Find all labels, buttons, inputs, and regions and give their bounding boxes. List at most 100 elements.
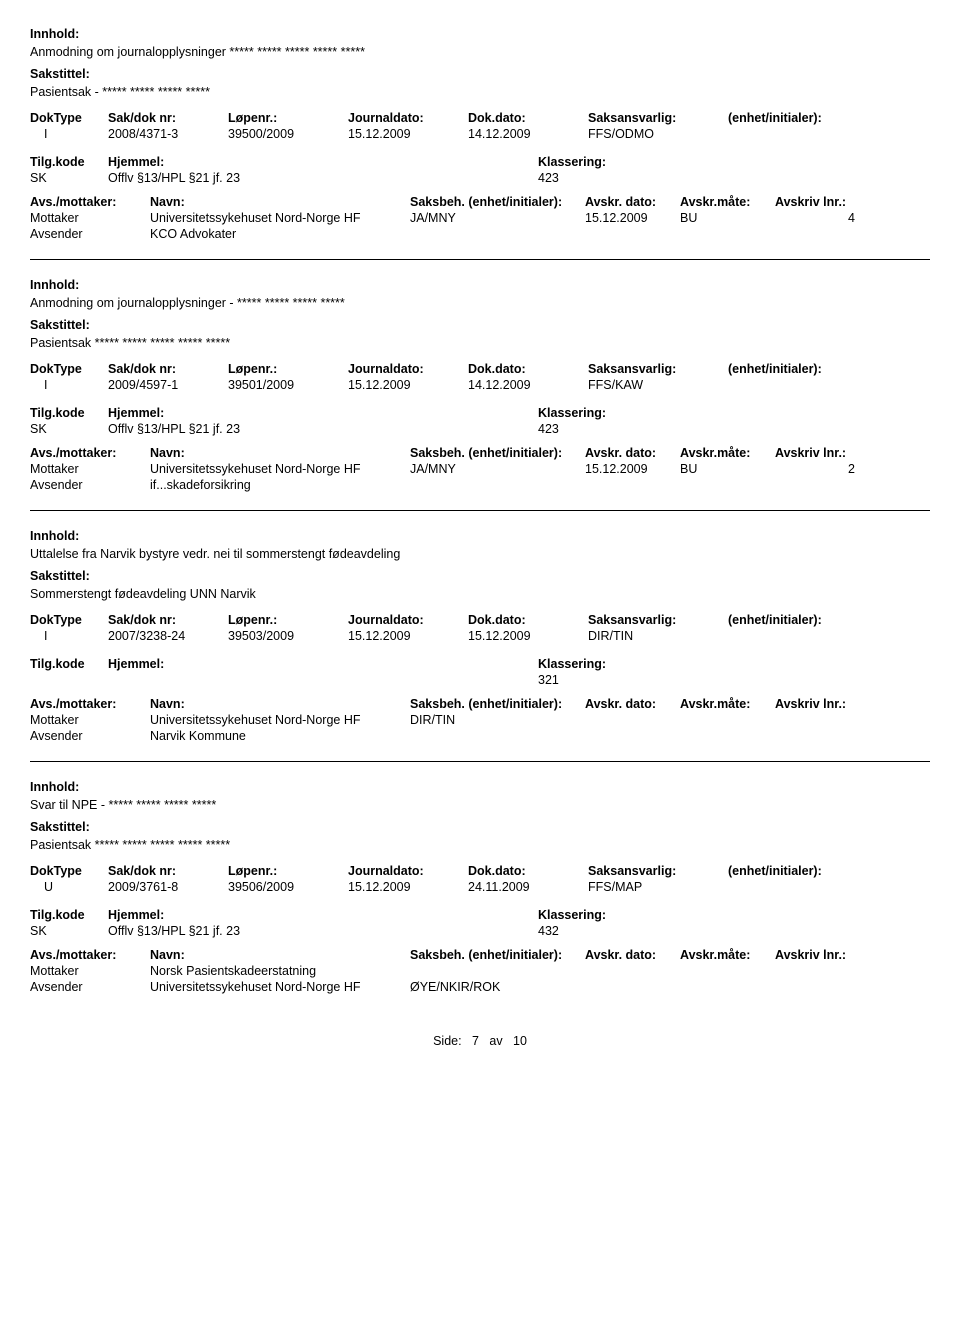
- record-separator: [30, 510, 930, 511]
- innhold-text: Anmodning om journalopplysninger ***** *…: [30, 45, 930, 59]
- header-col-3: Journaldato:: [348, 362, 468, 376]
- avsmottaker-label: Avs./mottaker:: [30, 948, 150, 962]
- sakstittel-label: Sakstittel:: [30, 820, 930, 834]
- party-saksbeh: [410, 729, 585, 743]
- record-headers: DokTypeSak/dok nr:Løpenr.:Journaldato:Do…: [30, 111, 930, 125]
- header-col-1: Sak/dok nr:: [108, 111, 228, 125]
- tilg-row-values: SKOfflv §13/HPL §21 jf. 23432: [30, 924, 930, 938]
- footer-total: 10: [513, 1034, 527, 1048]
- value-col-1: 2007/3238-24: [108, 629, 228, 643]
- party-navn: Universitetssykehuset Nord-Norge HF: [150, 980, 410, 994]
- sakstittel-text: Pasientsak ***** ***** ***** ***** *****: [30, 838, 930, 852]
- tilgkode-value: SK: [30, 422, 108, 436]
- header-col-5: Saksansvarlig:: [588, 864, 728, 878]
- hjemmel-label: Hjemmel:: [108, 155, 458, 169]
- klassering-label: Klassering:: [458, 406, 848, 420]
- saksbeh-label: Saksbeh. (enhet/initialer):: [410, 948, 585, 962]
- avskrivlnr-label: Avskriv lnr.:: [775, 697, 875, 711]
- party-row: MottakerUniversitetssykehuset Nord-Norge…: [30, 211, 930, 225]
- party-avskrmate: [680, 227, 775, 241]
- avskrmate-label: Avskr.måte:: [680, 195, 775, 209]
- tilg-row-labels: Tilg.kodeHjemmel:Klassering:: [30, 406, 930, 420]
- party-row: MottakerNorsk Pasientskadeerstatning: [30, 964, 930, 978]
- hjemmel-label: Hjemmel:: [108, 908, 458, 922]
- party-avskrdato: [585, 227, 680, 241]
- tilgkode-value: SK: [30, 924, 108, 938]
- avs-header-row: Avs./mottaker:Navn:Saksbeh. (enhet/initi…: [30, 195, 930, 209]
- saksbeh-label: Saksbeh. (enhet/initialer):: [410, 446, 585, 460]
- header-col-4: Dok.dato:: [468, 613, 588, 627]
- sakstittel-text: Pasientsak - ***** ***** ***** *****: [30, 85, 930, 99]
- innhold-text: Anmodning om journalopplysninger - *****…: [30, 296, 930, 310]
- header-col-6: (enhet/initialer):: [728, 111, 868, 125]
- party-avskrdato: 15.12.2009: [585, 462, 680, 476]
- header-col-1: Sak/dok nr:: [108, 613, 228, 627]
- record-headers: DokTypeSak/dok nr:Løpenr.:Journaldato:Do…: [30, 864, 930, 878]
- klassering-value: 321: [458, 673, 848, 687]
- value-col-2: 39501/2009: [228, 378, 348, 392]
- header-col-0: DokType: [30, 613, 108, 627]
- party-role: Mottaker: [30, 462, 150, 476]
- value-col-1: 2008/4371-3: [108, 127, 228, 141]
- klassering-label: Klassering:: [458, 155, 848, 169]
- records-container: Innhold: Anmodning om journalopplysninger…: [30, 27, 930, 994]
- tilgkode-value: SK: [30, 171, 108, 185]
- value-col-4: 15.12.2009: [468, 629, 588, 643]
- sakstittel-text: Sommerstengt fødeavdeling UNN Narvik: [30, 587, 930, 601]
- party-navn: KCO Advokater: [150, 227, 410, 241]
- record-separator: [30, 761, 930, 762]
- header-col-0: DokType: [30, 864, 108, 878]
- avs-header-row: Avs./mottaker:Navn:Saksbeh. (enhet/initi…: [30, 697, 930, 711]
- avskrdato-label: Avskr. dato:: [585, 446, 680, 460]
- header-col-2: Løpenr.:: [228, 111, 348, 125]
- tilgkode-label: Tilg.kode: [30, 908, 108, 922]
- value-col-4: 14.12.2009: [468, 127, 588, 141]
- innhold-label: Innhold:: [30, 278, 930, 292]
- klassering-value: 423: [458, 422, 848, 436]
- avsmottaker-label: Avs./mottaker:: [30, 195, 150, 209]
- party-role: Avsender: [30, 980, 150, 994]
- avs-header-row: Avs./mottaker:Navn:Saksbeh. (enhet/initi…: [30, 446, 930, 460]
- party-row: AvsenderUniversitetssykehuset Nord-Norge…: [30, 980, 930, 994]
- party-role: Mottaker: [30, 211, 150, 225]
- header-col-2: Løpenr.:: [228, 613, 348, 627]
- klassering-label: Klassering:: [458, 657, 848, 671]
- header-col-6: (enhet/initialer):: [728, 864, 868, 878]
- value-col-4: 14.12.2009: [468, 378, 588, 392]
- value-col-6: [728, 880, 868, 894]
- party-saksbeh: [410, 227, 585, 241]
- footer-sep: av: [489, 1034, 502, 1048]
- record-headers: DokTypeSak/dok nr:Løpenr.:Journaldato:Do…: [30, 613, 930, 627]
- party-row: MottakerUniversitetssykehuset Nord-Norge…: [30, 462, 930, 476]
- innhold-text: Uttalelse fra Narvik bystyre vedr. nei t…: [30, 547, 930, 561]
- navn-label: Navn:: [150, 446, 410, 460]
- header-col-3: Journaldato:: [348, 864, 468, 878]
- hjemmel-value: Offlv §13/HPL §21 jf. 23: [108, 422, 458, 436]
- party-avskrivlnr: [775, 713, 875, 727]
- sakstittel-label: Sakstittel:: [30, 318, 930, 332]
- party-avskrmate: [680, 478, 775, 492]
- party-avskrivlnr: [775, 227, 875, 241]
- record-separator: [30, 259, 930, 260]
- journal-record: Innhold:Svar til NPE - ***** ***** *****…: [30, 780, 930, 994]
- tilg-row-labels: Tilg.kodeHjemmel:Klassering:: [30, 657, 930, 671]
- value-col-0: I: [30, 127, 108, 141]
- record-values: I2009/4597-139501/200915.12.200914.12.20…: [30, 378, 930, 392]
- value-col-0: U: [30, 880, 108, 894]
- navn-label: Navn:: [150, 948, 410, 962]
- party-navn: Narvik Kommune: [150, 729, 410, 743]
- party-role: Avsender: [30, 478, 150, 492]
- avskrmate-label: Avskr.måte:: [680, 697, 775, 711]
- avskrdato-label: Avskr. dato:: [585, 948, 680, 962]
- header-col-0: DokType: [30, 362, 108, 376]
- navn-label: Navn:: [150, 697, 410, 711]
- value-col-2: 39503/2009: [228, 629, 348, 643]
- value-col-0: I: [30, 629, 108, 643]
- avskrivlnr-label: Avskriv lnr.:: [775, 948, 875, 962]
- value-col-3: 15.12.2009: [348, 378, 468, 392]
- header-col-4: Dok.dato:: [468, 111, 588, 125]
- party-avskrmate: [680, 964, 775, 978]
- tilg-row-values: SKOfflv §13/HPL §21 jf. 23423: [30, 171, 930, 185]
- tilgkode-label: Tilg.kode: [30, 406, 108, 420]
- sakstittel-text: Pasientsak ***** ***** ***** ***** *****: [30, 336, 930, 350]
